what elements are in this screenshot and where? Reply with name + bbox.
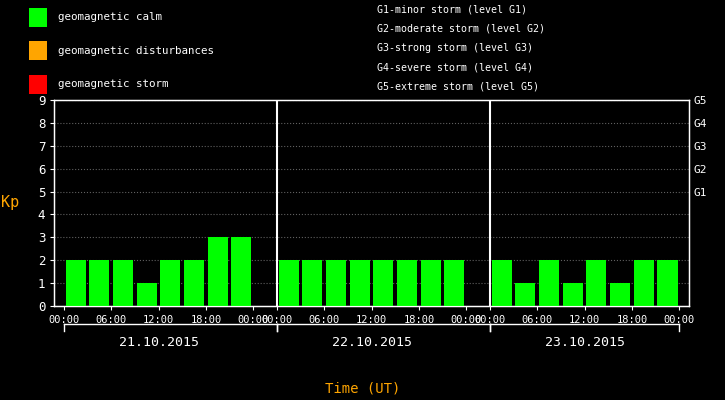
Text: G5-extreme storm (level G5): G5-extreme storm (level G5) [377,81,539,91]
Text: 23.10.2015: 23.10.2015 [544,336,625,349]
Bar [658,260,677,306]
Bar [29,8,47,27]
Bar [610,283,630,306]
Bar [326,260,346,306]
Text: G3-strong storm (level G3): G3-strong storm (level G3) [377,43,533,53]
Bar [278,260,299,306]
Text: Time (UT): Time (UT) [325,382,400,396]
Text: G2-moderate storm (level G2): G2-moderate storm (level G2) [377,24,545,34]
Bar [634,260,654,306]
Bar [29,41,47,60]
Text: 21.10.2015: 21.10.2015 [118,336,199,349]
Bar [136,283,157,306]
Text: geomagnetic storm: geomagnetic storm [58,80,168,90]
Bar [184,260,204,306]
Bar [373,260,394,306]
Bar [160,260,181,306]
Text: geomagnetic calm: geomagnetic calm [58,12,162,22]
Bar [563,283,583,306]
Text: 22.10.2015: 22.10.2015 [331,336,412,349]
Bar [231,237,252,306]
Bar [587,260,607,306]
Bar [492,260,512,306]
Text: Kp: Kp [1,196,19,210]
Bar [207,237,228,306]
Text: G1-minor storm (level G1): G1-minor storm (level G1) [377,5,527,15]
Bar [302,260,323,306]
Bar [66,260,86,306]
Bar [515,283,536,306]
Bar [29,75,47,94]
Text: geomagnetic disturbances: geomagnetic disturbances [58,46,214,56]
Bar [444,260,465,306]
Bar [113,260,133,306]
Bar [397,260,417,306]
Text: G4-severe storm (level G4): G4-severe storm (level G4) [377,62,533,72]
Bar [420,260,441,306]
Bar [539,260,559,306]
Bar [349,260,370,306]
Bar [89,260,109,306]
